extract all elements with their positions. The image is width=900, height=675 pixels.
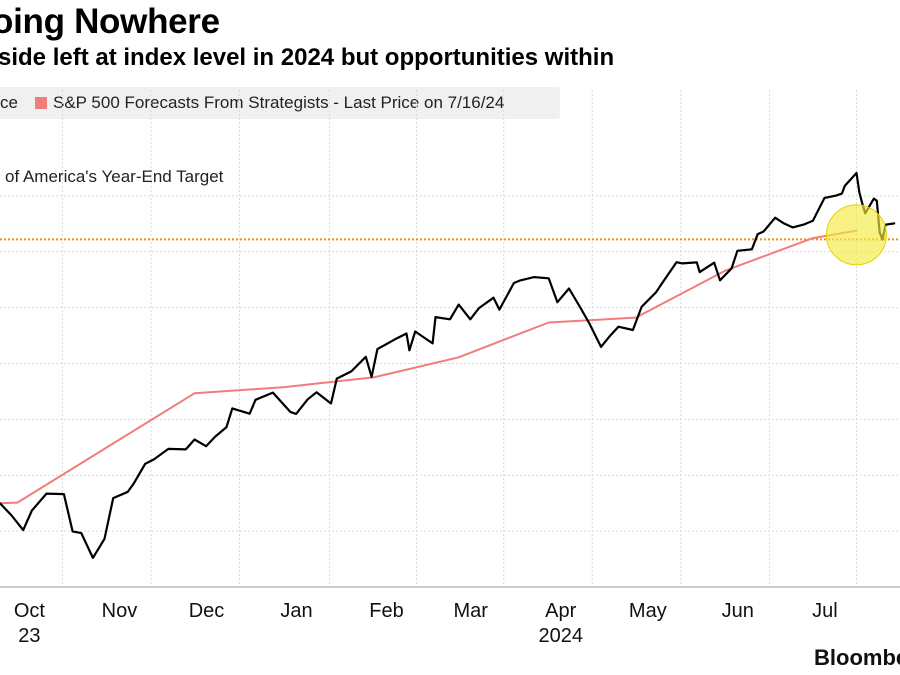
x-year-label: 23 <box>18 625 40 647</box>
x-tick-label: Mar <box>453 600 488 622</box>
x-tick-label: Dec <box>189 600 225 622</box>
highlight-circle <box>825 204 887 266</box>
grid-lines <box>0 90 900 588</box>
x-tick-label: Apr <box>545 600 576 622</box>
series-line-price <box>0 171 896 559</box>
x-axis: Oct Nov Dec Jan Feb Mar Apr May Jun Jul 23 2024 <box>14 600 838 647</box>
x-year-label: 2024 <box>538 625 583 647</box>
highlight-group <box>825 204 887 266</box>
source-logo: Bloombe <box>814 645 900 670</box>
x-tick-label: Feb <box>369 600 403 622</box>
x-tick-label: May <box>629 600 667 622</box>
reference-line-label: of America's Year-End Target <box>5 167 224 186</box>
x-tick-label: Nov <box>102 600 138 622</box>
chart-subtitle: side left at index level in 2024 but opp… <box>0 44 615 71</box>
x-tick-label: Jan <box>280 600 312 622</box>
legend: ce S&P 500 Forecasts From Strategists - … <box>0 87 560 119</box>
legend-label-price: ce <box>0 93 18 112</box>
legend-swatch-forecast <box>35 97 47 109</box>
series-group <box>0 171 896 559</box>
series-line-forecast <box>0 229 858 505</box>
x-tick-label: Jul <box>812 600 838 622</box>
x-tick-label: Jun <box>722 600 754 622</box>
x-tick-label: Oct <box>14 600 46 622</box>
chart-title: oing Nowhere <box>0 2 220 41</box>
legend-label-forecast: S&P 500 Forecasts From Strategists - Las… <box>53 93 505 112</box>
